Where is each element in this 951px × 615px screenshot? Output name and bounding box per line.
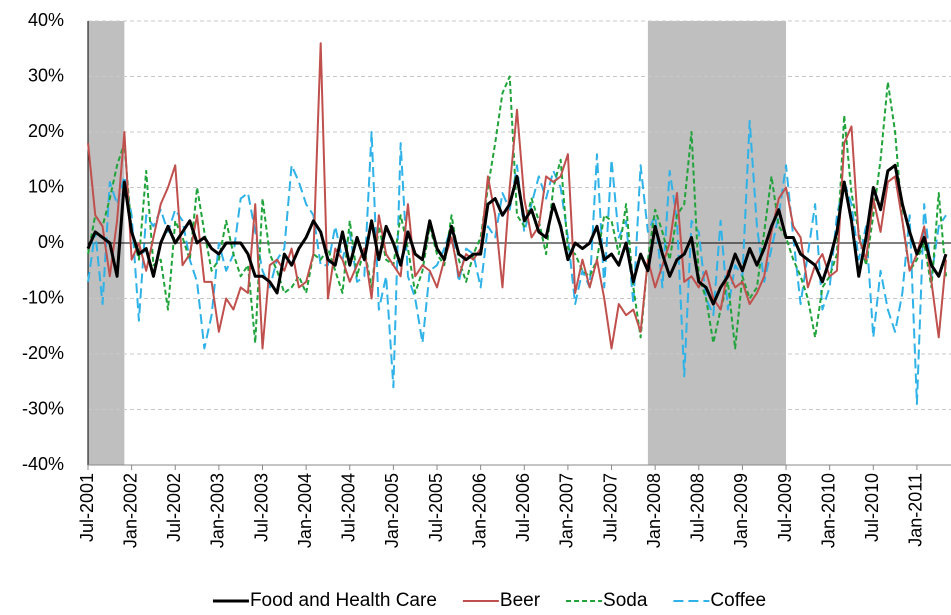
series-line xyxy=(86,163,948,306)
x-tick-label: Jan-2009 xyxy=(731,473,751,548)
x-tick-label: Jan-2003 xyxy=(208,473,228,548)
legend: Food and Health Care Beer Soda Coffee xyxy=(212,590,766,611)
x-tick-label: Jul-2009 xyxy=(775,473,795,542)
x-tick-label: Jul-2003 xyxy=(251,473,271,542)
x-tick-label: Jul-2007 xyxy=(600,473,620,542)
y-tick-label: 30% xyxy=(28,65,64,85)
y-tick-label: 0% xyxy=(38,232,64,252)
x-tick-label: Jul-2004 xyxy=(339,473,359,542)
x-tick-label: Jan-2008 xyxy=(644,473,664,548)
y-tick-label: -30% xyxy=(22,398,64,418)
series-line xyxy=(87,119,947,405)
legend-label: Beer xyxy=(500,590,541,611)
legend-label: Food and Health Care xyxy=(250,590,437,611)
x-tick-label: Jul-2008 xyxy=(688,473,708,542)
x-tick-label: Jan-2004 xyxy=(295,473,315,548)
y-tick-label: -40% xyxy=(22,454,64,474)
x-tick-label: Jan-2002 xyxy=(120,473,140,548)
y-tick-label: -20% xyxy=(22,343,64,363)
x-tick-label: Jul-2002 xyxy=(164,473,184,542)
x-tick-label: Jan-2006 xyxy=(469,473,489,548)
x-tick-label: Jul-2005 xyxy=(426,473,446,542)
x-tick-label: Jan-2011 xyxy=(906,473,926,547)
series-line xyxy=(87,42,947,350)
x-tick-label: Jul-2010 xyxy=(862,473,882,542)
y-tick-label: 20% xyxy=(28,121,64,141)
x-tick-label: Jan-2007 xyxy=(557,473,577,548)
x-tick-label: Jul-2006 xyxy=(513,473,533,542)
legend-label: Soda xyxy=(603,590,648,611)
y-tick-label: 40% xyxy=(28,10,64,30)
x-tick-label: Jan-2010 xyxy=(818,473,838,548)
x-tick-label: Jul-2001 xyxy=(77,473,97,542)
y-tick-label: 10% xyxy=(28,176,64,196)
x-tick-label: Jan-2005 xyxy=(382,473,402,548)
legend-label: Coffee xyxy=(710,590,766,611)
y-tick-label: -10% xyxy=(22,287,64,307)
